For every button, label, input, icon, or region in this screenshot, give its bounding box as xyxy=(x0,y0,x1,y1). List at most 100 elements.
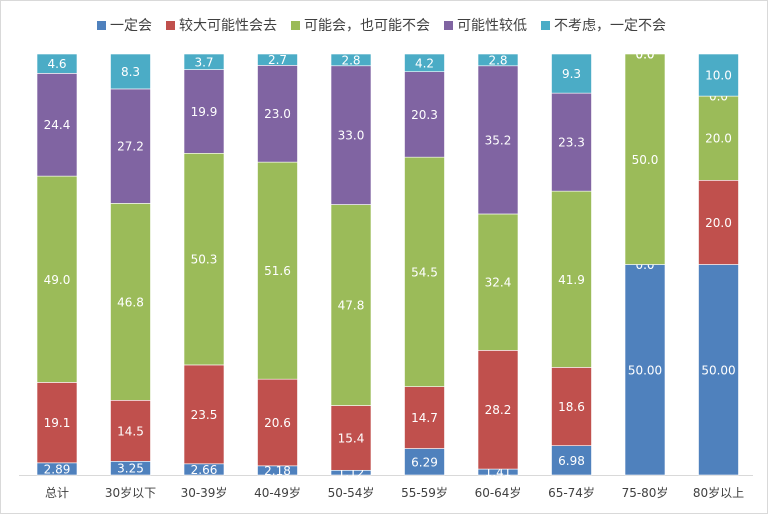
legend-label: 一定会 xyxy=(110,18,152,34)
data-label: 19.9 xyxy=(191,105,218,119)
data-label: 4.2 xyxy=(415,56,434,70)
legend-item: 较大可能性会去 xyxy=(166,15,277,35)
data-label: 51.6 xyxy=(264,264,291,278)
bar-segment xyxy=(257,53,298,66)
data-label: 0.0 xyxy=(635,48,654,62)
data-label: 3.25 xyxy=(117,462,144,476)
bar-segment xyxy=(698,180,739,265)
x-tick-label: 80岁以上 xyxy=(693,485,744,500)
data-label: 20.3 xyxy=(411,108,438,122)
bar-segment xyxy=(698,264,739,476)
data-label: 15.4 xyxy=(338,431,365,445)
bar-segment xyxy=(404,71,445,158)
bar-segment xyxy=(110,53,151,90)
bar-segment xyxy=(257,378,298,467)
legend-label: 较大可能性会去 xyxy=(179,18,277,34)
bar-segment xyxy=(404,53,445,72)
x-tick-label: 40-49岁 xyxy=(254,485,301,500)
bar-segment xyxy=(477,53,519,67)
data-label: 18.6 xyxy=(558,400,585,414)
data-label: 20.0 xyxy=(705,216,732,230)
data-label: 47.8 xyxy=(338,299,365,313)
legend-item: 可能性较低 xyxy=(444,15,527,35)
data-label: 50.00 xyxy=(628,363,662,377)
data-label: 9.3 xyxy=(562,67,581,81)
bar-segment xyxy=(477,213,519,351)
data-label: 2.8 xyxy=(488,53,507,67)
legend-swatch xyxy=(97,20,106,30)
legend-item: 一定会 xyxy=(97,15,152,35)
data-label: 33.0 xyxy=(338,129,365,143)
data-label: 20.6 xyxy=(264,416,291,430)
bar-segment xyxy=(36,73,78,177)
bar-segment xyxy=(624,53,666,265)
x-tick-label: 60-64岁 xyxy=(475,485,522,500)
bar-segment xyxy=(477,65,519,215)
bar-segment xyxy=(110,400,151,462)
bar-segment xyxy=(330,405,372,471)
bar-segment xyxy=(551,53,592,94)
x-tick-label: 50-54岁 xyxy=(328,485,375,500)
bar-segment xyxy=(257,65,298,163)
data-label: 50.00 xyxy=(701,363,735,377)
data-label: 46.8 xyxy=(117,295,144,309)
data-label: 2.89 xyxy=(44,462,71,476)
data-label: 14.5 xyxy=(117,424,144,438)
data-label: 6.29 xyxy=(411,455,438,469)
bar-segment xyxy=(183,69,225,154)
data-label: 50.0 xyxy=(632,153,659,167)
bar-segment xyxy=(330,53,372,67)
bar-segment xyxy=(551,92,592,192)
bar-segment xyxy=(36,175,78,383)
data-label: 23.0 xyxy=(264,107,291,121)
bar-segment xyxy=(404,156,445,387)
data-label: 10.0 xyxy=(705,69,732,83)
legend-swatch xyxy=(444,20,453,30)
data-label: 20.0 xyxy=(705,132,732,146)
data-label: 2.66 xyxy=(191,463,218,477)
data-label: 2.8 xyxy=(341,53,360,67)
x-tick-label: 总计 xyxy=(45,486,69,500)
legend-label: 可能性较低 xyxy=(457,18,527,34)
bar-segment xyxy=(110,88,151,204)
data-label: 2.7 xyxy=(268,53,287,67)
legend-item: 可能会，也可能不会 xyxy=(291,15,430,35)
data-label: 28.2 xyxy=(485,403,512,417)
legend-label: 不考虑，一定不会 xyxy=(554,18,666,34)
data-label: 35.2 xyxy=(485,133,512,147)
legend-swatch xyxy=(541,20,550,30)
x-tick-label: 75-80岁 xyxy=(622,485,669,500)
x-tick-label: 65-74岁 xyxy=(548,485,595,500)
bar-segment xyxy=(330,204,372,406)
bar-segment xyxy=(330,65,372,205)
data-label: 32.4 xyxy=(485,276,512,290)
data-label: 54.5 xyxy=(411,265,438,279)
bar-segment xyxy=(257,161,298,380)
data-label: 3.7 xyxy=(194,55,213,69)
data-label: 23.5 xyxy=(191,408,218,422)
x-tick-label: 30岁以下 xyxy=(105,485,156,500)
data-label: 14.7 xyxy=(411,411,438,425)
bar-segment xyxy=(551,190,592,368)
data-label: 50.3 xyxy=(191,253,218,267)
bar-segment xyxy=(698,53,739,97)
bar-segment xyxy=(183,53,225,70)
bar-segment xyxy=(110,203,151,401)
legend-label: 可能会，也可能不会 xyxy=(304,18,430,34)
bar-segment xyxy=(698,95,739,181)
legend-item: 不考虑，一定不会 xyxy=(541,15,666,35)
data-label: 2.18 xyxy=(264,464,291,478)
bar-segment xyxy=(624,264,666,476)
bar-segment xyxy=(183,364,225,465)
bar-segment xyxy=(36,382,78,464)
data-label: 49.0 xyxy=(44,273,71,287)
legend-swatch xyxy=(166,20,175,30)
data-label: 6.98 xyxy=(558,454,585,468)
data-label: 19.1 xyxy=(44,416,71,430)
x-tick-label: 30-39岁 xyxy=(181,485,228,500)
data-label: 0.0 xyxy=(635,48,654,62)
data-label: 27.2 xyxy=(117,140,144,154)
x-tick-label: 55-59岁 xyxy=(401,485,448,500)
bar-segment xyxy=(404,386,445,449)
